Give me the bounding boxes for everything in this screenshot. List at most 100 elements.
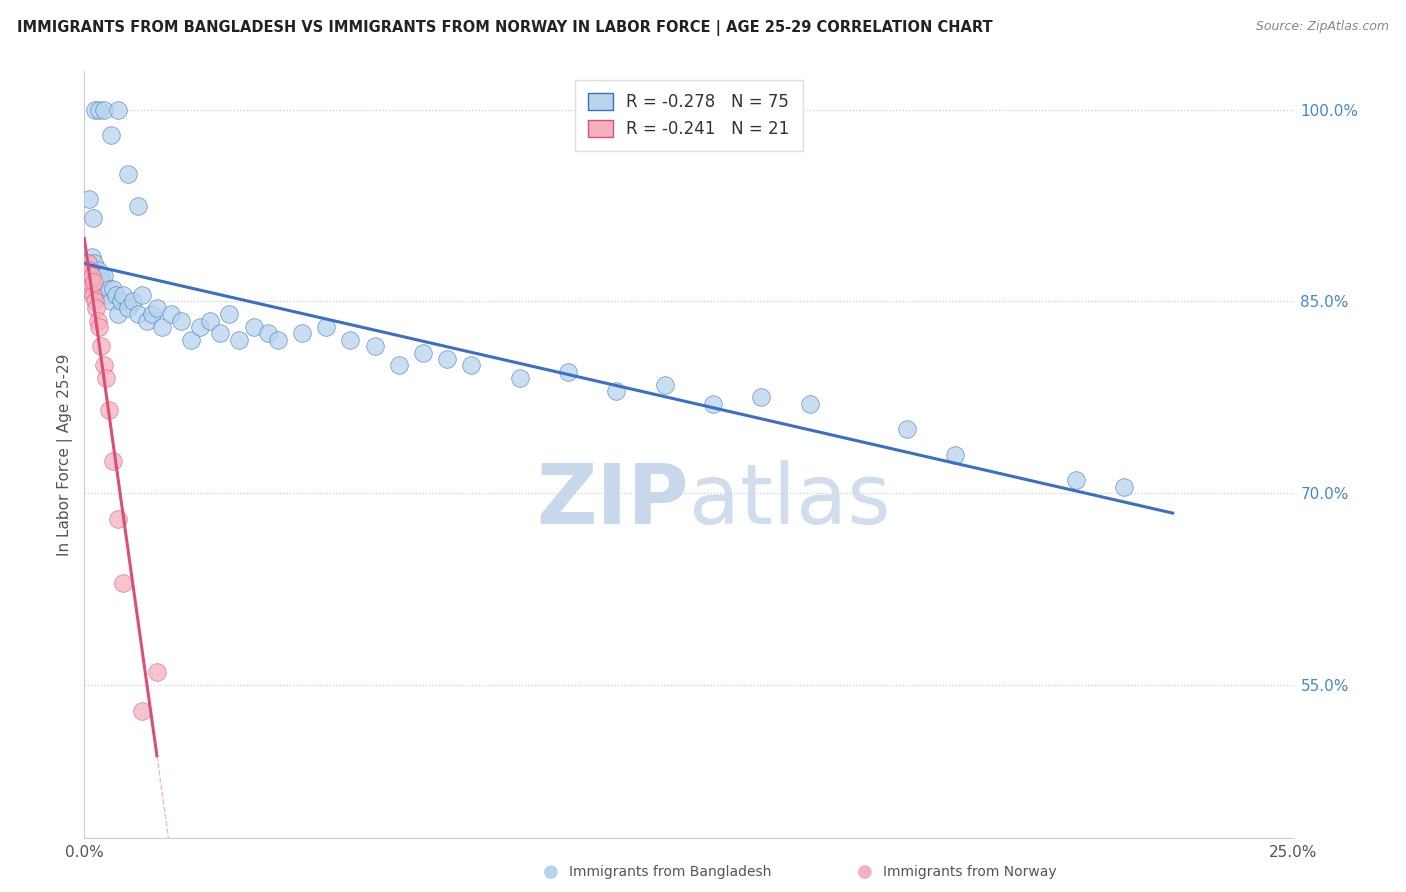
Point: [150, 320, 173, 334]
Point: [103, 282, 125, 296]
Point: [180, 333, 202, 347]
Point: [76, 256, 98, 270]
Point: [91, 275, 114, 289]
Point: [84, 103, 107, 117]
Text: ●: ●: [856, 863, 873, 881]
Point: [90, 339, 112, 353]
Point: [103, 454, 125, 468]
Point: [77, 256, 100, 270]
Point: [100, 128, 122, 143]
Point: [76, 268, 98, 283]
Point: [131, 288, 153, 302]
Point: [146, 665, 169, 680]
Point: [291, 326, 314, 341]
Point: [84, 268, 107, 283]
Point: [146, 301, 169, 315]
Point: [79, 275, 101, 289]
Point: [198, 313, 221, 327]
Point: [82, 275, 104, 289]
Point: [160, 307, 183, 321]
Point: [94, 371, 117, 385]
Point: [605, 384, 627, 398]
Point: [127, 307, 149, 321]
Point: [83, 275, 105, 289]
Point: [84, 294, 107, 309]
Text: Immigrants from Bangladesh: Immigrants from Bangladesh: [569, 865, 772, 880]
Point: [943, 448, 966, 462]
Point: [77, 282, 100, 296]
Point: [436, 351, 458, 366]
Point: [110, 294, 132, 309]
Point: [315, 320, 337, 334]
Point: [82, 268, 104, 283]
Text: ZIP: ZIP: [537, 460, 689, 541]
Point: [89, 282, 111, 296]
Point: [257, 326, 280, 341]
Point: [557, 365, 579, 379]
Text: atlas: atlas: [689, 460, 890, 541]
Point: [77, 262, 100, 277]
Point: [363, 339, 385, 353]
Point: [136, 313, 159, 327]
Point: [90, 268, 112, 283]
Point: [107, 103, 129, 117]
Point: [94, 288, 117, 302]
Point: [76, 268, 98, 283]
Point: [751, 391, 773, 405]
Point: [127, 199, 149, 213]
Point: [83, 256, 105, 270]
Point: [412, 345, 434, 359]
Point: [77, 192, 100, 206]
Point: [141, 307, 163, 321]
Point: [80, 250, 103, 264]
Point: [117, 167, 139, 181]
Point: [112, 288, 135, 302]
Point: [97, 403, 120, 417]
Text: IMMIGRANTS FROM BANGLADESH VS IMMIGRANTS FROM NORWAY IN LABOR FORCE | AGE 25-29 : IMMIGRANTS FROM BANGLADESH VS IMMIGRANTS…: [17, 20, 993, 36]
Point: [702, 397, 724, 411]
Point: [509, 371, 531, 385]
Text: Source: ZipAtlas.com: Source: ZipAtlas.com: [1256, 20, 1389, 33]
Point: [79, 282, 101, 296]
Point: [1114, 480, 1136, 494]
Point: [799, 397, 821, 411]
Point: [87, 320, 110, 334]
Point: [97, 282, 120, 296]
Legend: R = -0.278   N = 75, R = -0.241   N = 21: R = -0.278 N = 75, R = -0.241 N = 21: [575, 79, 803, 151]
Point: [218, 307, 240, 321]
Point: [87, 268, 110, 283]
Point: [100, 294, 122, 309]
Point: [228, 333, 250, 347]
Point: [117, 301, 139, 315]
Text: Immigrants from Norway: Immigrants from Norway: [883, 865, 1056, 880]
Point: [170, 313, 193, 327]
Point: [104, 288, 127, 302]
Point: [121, 294, 143, 309]
Point: [896, 422, 918, 436]
Point: [77, 275, 100, 289]
Point: [93, 268, 115, 283]
Point: [86, 301, 108, 315]
Point: [267, 333, 290, 347]
Point: [77, 268, 100, 283]
Point: [79, 256, 101, 270]
Point: [82, 211, 104, 226]
Point: [388, 359, 411, 373]
Point: [460, 359, 482, 373]
Point: [654, 377, 676, 392]
Point: [87, 313, 110, 327]
Point: [86, 275, 108, 289]
Point: [87, 262, 110, 277]
Point: [208, 326, 231, 341]
Point: [82, 288, 104, 302]
Point: [339, 333, 361, 347]
Point: [190, 320, 212, 334]
Point: [242, 320, 264, 334]
Point: [107, 307, 129, 321]
Point: [93, 359, 115, 373]
Point: [79, 262, 101, 277]
Point: [1064, 474, 1087, 488]
Point: [76, 262, 98, 277]
Y-axis label: In Labor Force | Age 25-29: In Labor Force | Age 25-29: [58, 354, 73, 556]
Point: [93, 103, 115, 117]
